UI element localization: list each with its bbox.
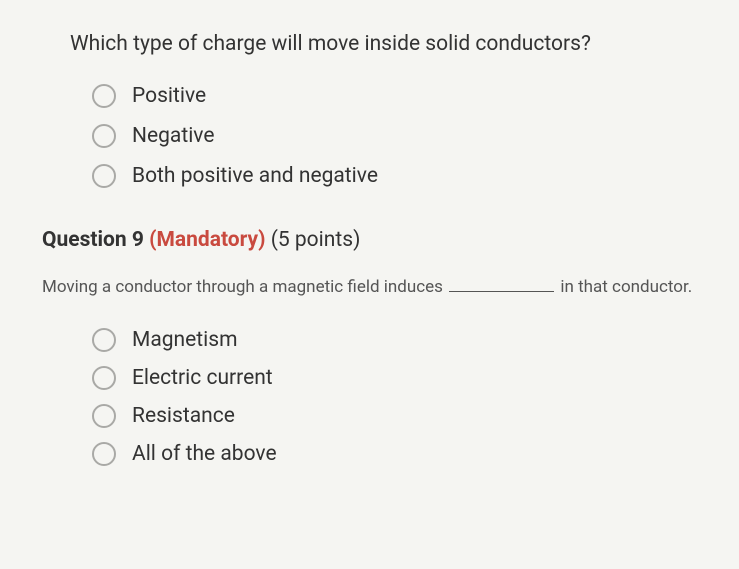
option-row[interactable]: Negative xyxy=(92,124,739,148)
option-label: Negative xyxy=(132,124,214,148)
fill-blank xyxy=(449,275,554,292)
radio-icon[interactable] xyxy=(92,164,116,188)
option-row[interactable]: Electric current xyxy=(92,366,739,390)
question-9-header: Question 9 (Mandatory) (5 points) xyxy=(0,218,739,257)
radio-icon[interactable] xyxy=(92,328,116,352)
question-8-options: Positive Negative Both positive and nega… xyxy=(0,84,739,188)
option-row[interactable]: Resistance xyxy=(92,404,739,428)
prompt-text-before: Moving a conductor through a magnetic fi… xyxy=(42,277,447,297)
prompt-text-after: in that conductor. xyxy=(556,277,692,297)
option-label: All of the above xyxy=(132,442,277,466)
question-9-block: Question 9 (Mandatory) (5 points) Moving… xyxy=(0,218,739,466)
option-label: Magnetism xyxy=(132,328,238,352)
quiz-page: Which type of charge will move inside so… xyxy=(0,0,739,466)
question-8-block: Which type of charge will move inside so… xyxy=(0,10,739,188)
question-9-prompt: Moving a conductor through a magnetic fi… xyxy=(0,257,739,328)
radio-icon[interactable] xyxy=(92,124,116,148)
option-row[interactable]: Positive xyxy=(92,84,739,108)
radio-icon[interactable] xyxy=(92,442,116,466)
radio-icon[interactable] xyxy=(92,84,116,108)
question-number-label: Question 9 xyxy=(42,228,144,252)
points-label: (5 points) xyxy=(271,228,361,252)
mandatory-label: (Mandatory) xyxy=(149,228,265,252)
option-label: Resistance xyxy=(132,404,235,428)
option-label: Electric current xyxy=(132,366,273,390)
option-row[interactable]: Magnetism xyxy=(92,328,739,352)
question-8-prompt: Which type of charge will move inside so… xyxy=(0,10,739,84)
option-row[interactable]: Both positive and negative xyxy=(92,164,739,188)
option-label: Both positive and negative xyxy=(132,164,378,188)
radio-icon[interactable] xyxy=(92,404,116,428)
radio-icon[interactable] xyxy=(92,366,116,390)
option-label: Positive xyxy=(132,84,206,108)
question-9-options: Magnetism Electric current Resistance Al… xyxy=(0,328,739,466)
option-row[interactable]: All of the above xyxy=(92,442,739,466)
